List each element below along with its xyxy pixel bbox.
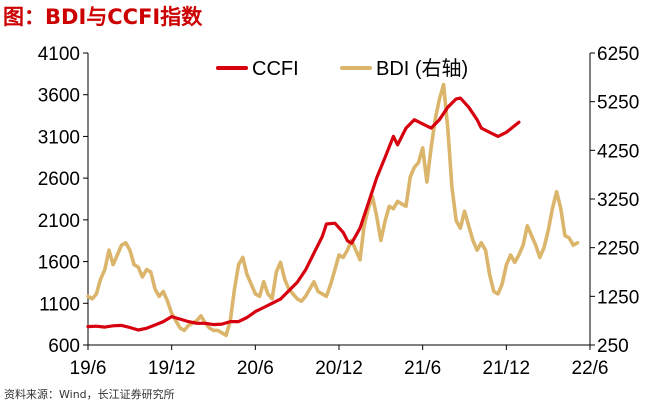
- y-right-tick-label: 3250: [597, 190, 639, 211]
- y-left-tick-label: 4100: [38, 44, 80, 65]
- y-left-tick-label: 1600: [38, 253, 80, 274]
- y-right-tick-label: 5250: [597, 93, 639, 114]
- x-tick-label: 20/6: [237, 358, 274, 379]
- x-tick-label: 20/12: [315, 358, 363, 379]
- y-left-tick-label: 2600: [38, 169, 80, 190]
- x-tick-label: 21/12: [483, 358, 531, 379]
- chart-series: [86, 82, 580, 338]
- x-tick-label: 19/12: [148, 358, 196, 379]
- y-right-tick-label: 2250: [597, 239, 639, 260]
- chart-legend: CCFI BDI (右轴): [216, 57, 468, 80]
- legend-label-ccfi: CCFI: [252, 58, 299, 80]
- chart-axes: 600 1100 1600 2100 2600 3100 3600 4100 250 1250 22…: [38, 44, 640, 379]
- x-tick-label: 22/6: [572, 358, 609, 379]
- x-tick-label: 21/6: [404, 358, 441, 379]
- series-line-bdi: [86, 82, 580, 338]
- y-right-tick-label: 6250: [597, 44, 639, 65]
- chart-title: 图：BDI与CCFI指数: [3, 5, 203, 29]
- y-left-tick-label: 3100: [38, 127, 80, 148]
- y-left-tick-label: 3600: [38, 86, 80, 107]
- x-tick-label: 19/6: [70, 358, 107, 379]
- series-line-ccfi: [86, 96, 521, 332]
- y-left-tick-label: 600: [48, 336, 80, 357]
- y-left-tick-label: 1100: [39, 294, 80, 315]
- y-right-tick-label: 4250: [597, 141, 639, 162]
- y-right-tick-label: 250: [597, 336, 629, 357]
- legend-label-bdi: BDI (右轴): [376, 57, 468, 80]
- y-left-tick-label: 2100: [38, 211, 80, 232]
- y-right-tick-label: 1250: [597, 287, 639, 308]
- source-note: 资料来源：Wind，长江证券研究所: [4, 388, 175, 401]
